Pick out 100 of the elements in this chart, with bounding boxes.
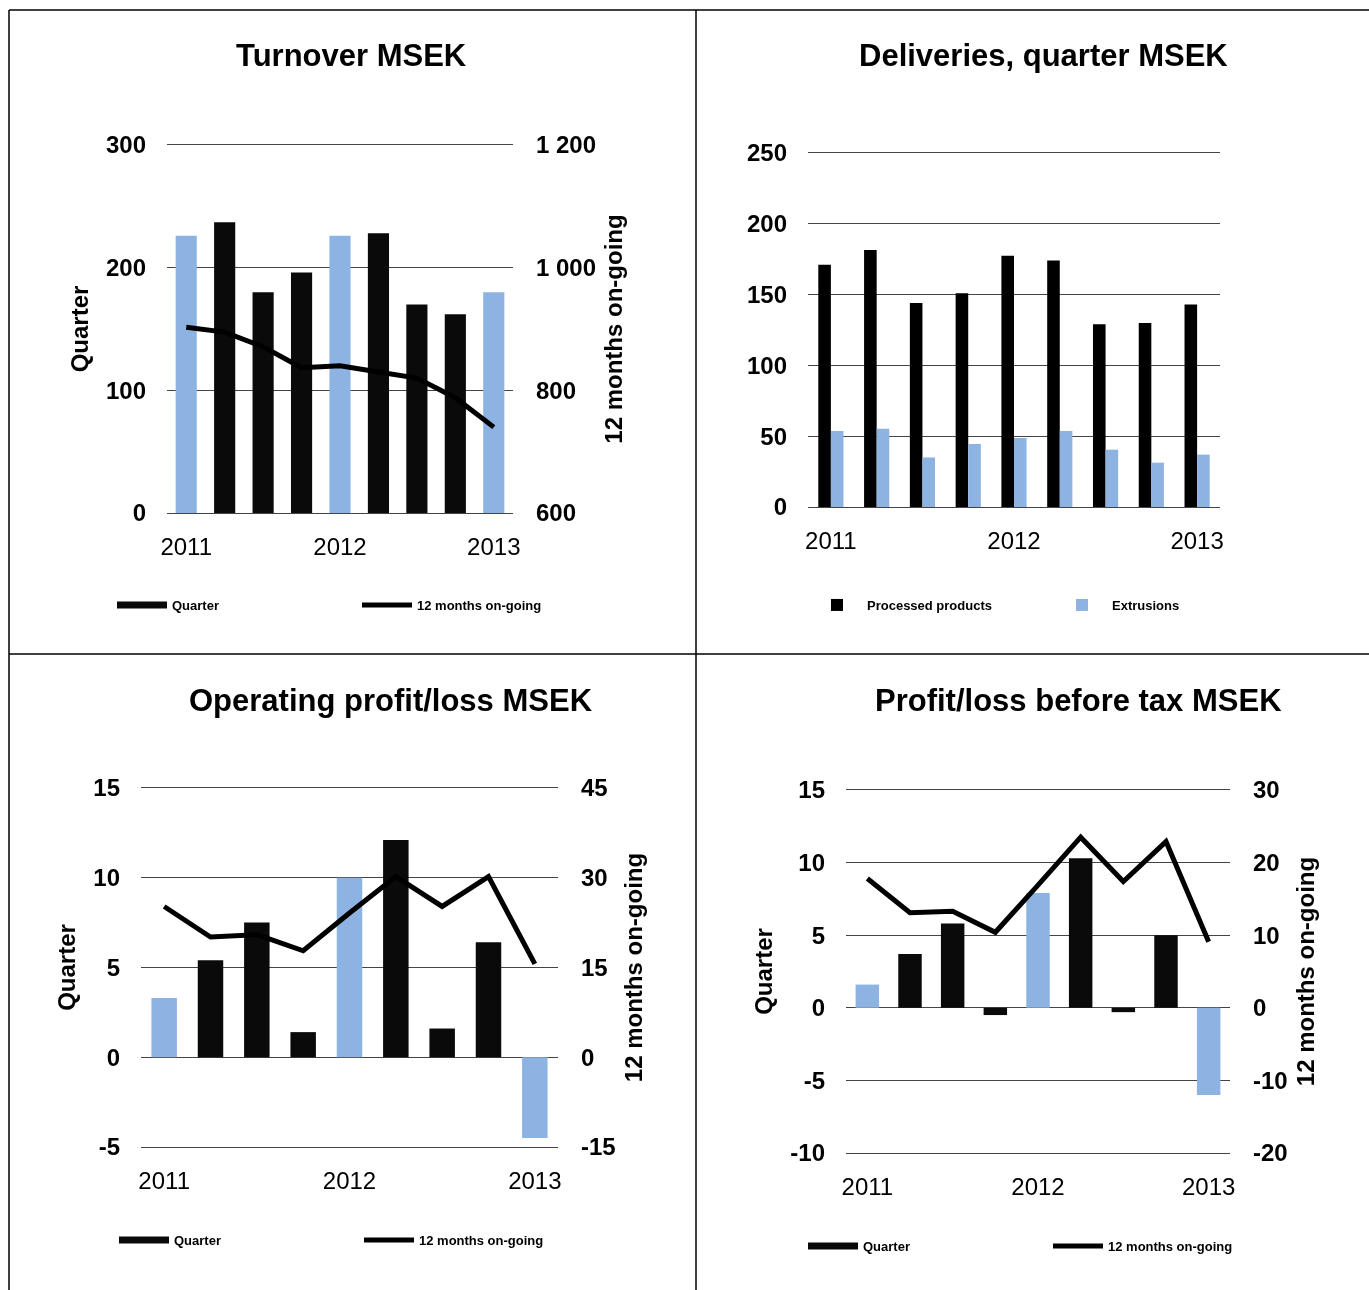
y-tick-label: 5 — [106, 953, 120, 981]
y2-tick-label: 30 — [581, 864, 608, 892]
chart-title: Turnover MSEK — [236, 38, 467, 73]
bar — [968, 443, 981, 507]
y2-tick-label: -15 — [581, 1133, 616, 1161]
x-tick-label: 2013 — [467, 532, 521, 560]
bar — [522, 1057, 548, 1139]
bar — [1059, 430, 1073, 507]
y2-tick-label: 10 — [1253, 921, 1280, 949]
bar — [855, 984, 880, 1008]
x-tick-label: 2012 — [1011, 1172, 1065, 1200]
y2-tick-label: 20 — [1253, 849, 1280, 876]
bar — [329, 235, 351, 513]
y-tick-label: 100 — [105, 376, 146, 404]
y2-tick-label: 600 — [536, 499, 577, 527]
y-tick-label: 150 — [746, 281, 787, 308]
chart-title: Profit/loss before tax MSEK — [875, 683, 1283, 718]
bar — [1154, 935, 1178, 1008]
x-tick-label: 2012 — [322, 1166, 377, 1194]
legend-label: Quarter — [172, 598, 219, 614]
y-tick-label: 200 — [105, 254, 146, 282]
y-tick-label: 15 — [93, 774, 120, 802]
legend-label: Quarter — [174, 1233, 221, 1249]
y-tick-label: 5 — [811, 921, 825, 949]
y2-tick-label: 0 — [1253, 994, 1267, 1022]
y-tick-label: 0 — [811, 994, 825, 1022]
bar — [1184, 304, 1198, 507]
x-tick-label: 2013 — [1181, 1172, 1236, 1200]
legend-label: 12 months on-going — [417, 598, 542, 614]
bar — [955, 293, 969, 507]
legend-label: Quarter — [863, 1239, 910, 1255]
bar — [909, 303, 923, 507]
bar — [483, 292, 505, 513]
y2-axis-title: 12 months on-going — [1291, 856, 1319, 1087]
y-tick-label: -10 — [790, 1139, 825, 1167]
y-tick-label: 10 — [93, 864, 120, 892]
y2-tick-label: 30 — [1253, 776, 1280, 804]
bar — [818, 264, 831, 507]
bar — [1014, 438, 1027, 507]
bar — [290, 1032, 316, 1058]
y2-axis-title: 12 months on-going — [600, 214, 628, 444]
x-tick-label: 2012 — [987, 526, 1041, 554]
y-tick-label: 50 — [760, 422, 787, 450]
chart-title: Deliveries, quarter MSEK — [859, 38, 1229, 73]
bar — [898, 954, 922, 1008]
y-axis-title: Quarter — [66, 285, 94, 373]
bar — [1111, 1007, 1136, 1013]
y-tick-label: 0 — [132, 499, 146, 527]
y-tick-label: 0 — [773, 493, 787, 521]
bar — [922, 457, 936, 507]
bar — [475, 942, 502, 1058]
x-tick-label: 2013 — [1170, 526, 1224, 554]
bar — [1001, 255, 1014, 507]
y-axis-title: Quarter — [53, 924, 81, 1011]
bar — [830, 430, 844, 507]
bar — [429, 1028, 455, 1058]
bar — [864, 250, 877, 507]
x-tick-label: 2011 — [805, 526, 857, 554]
y-tick-label: 200 — [746, 210, 787, 238]
y-tick-label: -5 — [803, 1066, 825, 1094]
bar — [1151, 462, 1164, 507]
y-tick-label: 100 — [746, 351, 787, 379]
y2-tick-label: 45 — [581, 774, 608, 802]
bar — [1196, 1007, 1221, 1095]
bar — [1047, 260, 1060, 507]
bar — [336, 877, 363, 1058]
bar — [1197, 454, 1210, 507]
x-tick-label: 2011 — [841, 1172, 894, 1200]
chart-title: Operating profit/loss MSEK — [189, 683, 593, 718]
y2-tick-label: -10 — [1253, 1066, 1288, 1094]
y2-tick-label: 800 — [536, 376, 577, 404]
x-tick-label: 2013 — [508, 1166, 562, 1194]
y2-tick-label: 1 200 — [536, 131, 597, 159]
x-tick-label: 2012 — [313, 532, 367, 560]
y-tick-label: 0 — [106, 1043, 120, 1071]
y-tick-label: 10 — [798, 849, 825, 876]
bar — [1138, 322, 1152, 507]
y-tick-label: -5 — [98, 1133, 120, 1161]
y2-tick-label: 0 — [581, 1043, 595, 1071]
bar — [1026, 893, 1050, 1008]
bar — [983, 1007, 1008, 1016]
bar — [175, 235, 197, 513]
bar — [940, 923, 965, 1008]
y2-tick-label: -20 — [1253, 1139, 1288, 1167]
bar — [876, 428, 890, 507]
bar — [1105, 449, 1119, 507]
bar — [1092, 324, 1106, 507]
legend-label: Processed products — [867, 598, 992, 614]
y2-tick-label: 1 000 — [536, 254, 597, 282]
y-tick-label: 300 — [105, 131, 146, 159]
y-tick-label: 250 — [746, 139, 787, 167]
x-tick-label: 2011 — [138, 1166, 190, 1194]
y-axis-title: Quarter — [750, 928, 778, 1015]
legend-label: 12 months on-going — [1108, 1239, 1233, 1255]
bar — [151, 998, 177, 1058]
bar — [197, 960, 224, 1058]
legend-label: Extrusions — [1112, 598, 1180, 614]
y2-tick-label: 15 — [581, 953, 608, 981]
legend-label: 12 months on-going — [419, 1233, 544, 1249]
y-tick-label: 15 — [798, 776, 825, 804]
